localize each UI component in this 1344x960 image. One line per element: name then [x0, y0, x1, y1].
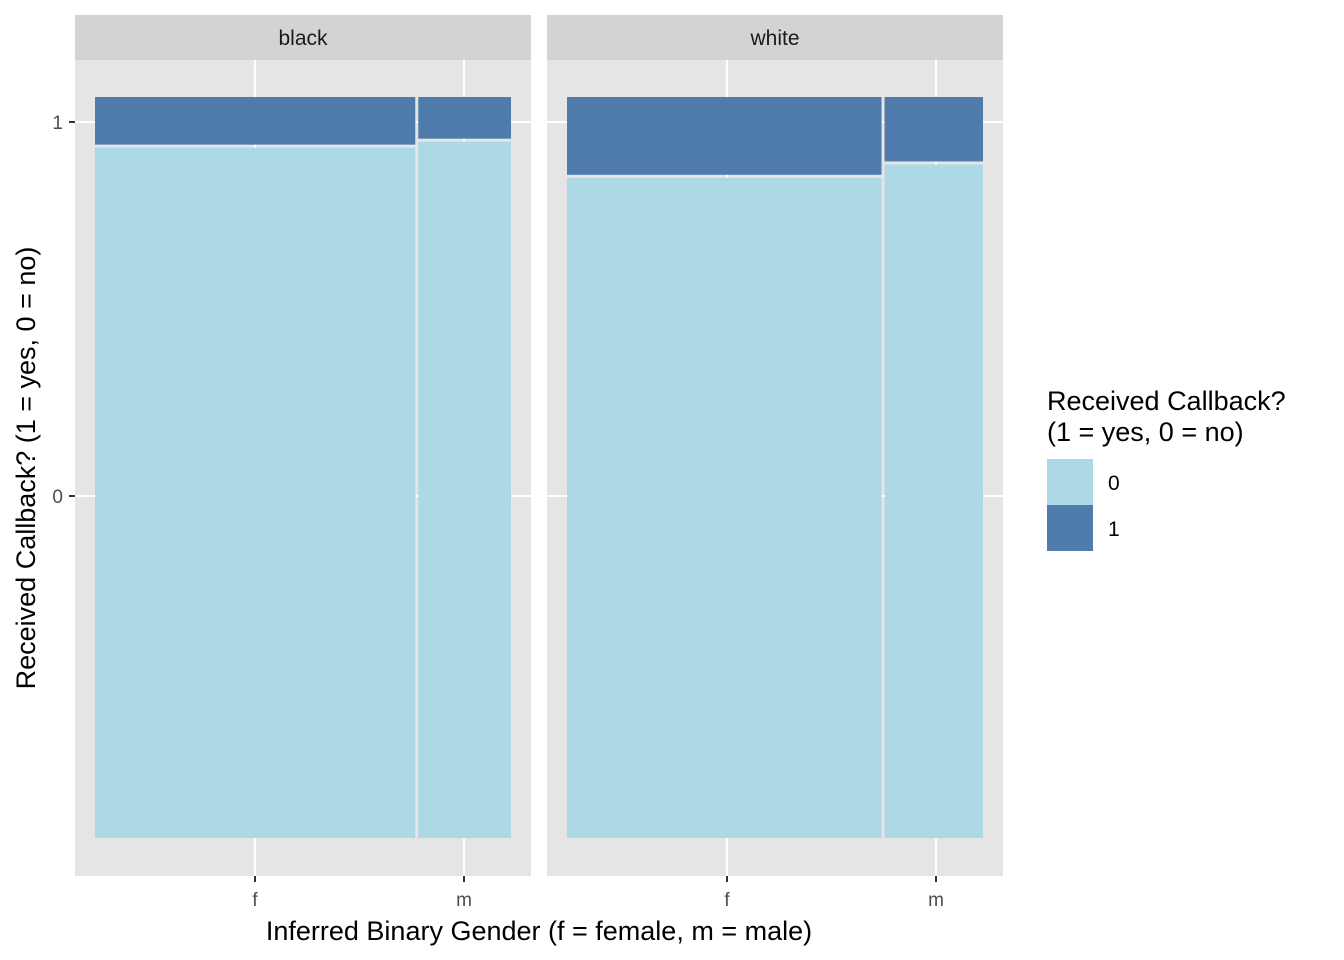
facet-strip-label: white [749, 27, 799, 50]
facet-strip [75, 15, 531, 60]
tile-white-f-0 [567, 177, 882, 839]
x-tick-label: m [928, 890, 944, 911]
y-tick-label: 0 [52, 487, 63, 508]
y-axis-title: Received Callback? (1 = yes, 0 = no) [11, 247, 41, 690]
legend-title-line-1: Received Callback? [1047, 386, 1286, 416]
legend-label-1: 1 [1108, 518, 1120, 541]
x-axis-title: Inferred Binary Gender (f = female, m = … [266, 916, 812, 946]
tile-black-m-1 [418, 97, 511, 139]
tile-black-m-0 [418, 141, 511, 838]
tile-white-f-1 [567, 97, 882, 175]
legend: Received Callback? (1 = yes, 0 = no) 0 1 [1047, 386, 1286, 551]
facet-white: white f m [547, 15, 1003, 911]
legend-title-line-2: (1 = yes, 0 = no) [1047, 417, 1244, 447]
legend-label-0: 0 [1108, 472, 1120, 495]
facet-strip [547, 15, 1003, 60]
facet-panels: black f m 1 0 white f m [52, 15, 1003, 911]
facet-black: black f m 1 0 [52, 15, 531, 911]
tile-black-f-1 [95, 97, 416, 145]
x-tick-label: m [456, 890, 472, 911]
x-tick-label: f [252, 890, 258, 911]
legend-key-0 [1047, 459, 1093, 505]
legend-key-1 [1047, 505, 1093, 551]
tile-white-m-1 [884, 97, 983, 162]
facet-strip-label: black [278, 27, 328, 50]
tile-black-f-0 [95, 147, 416, 838]
tile-white-m-0 [884, 164, 983, 839]
y-tick-label: 1 [52, 113, 63, 134]
x-tick-label: f [724, 890, 730, 911]
